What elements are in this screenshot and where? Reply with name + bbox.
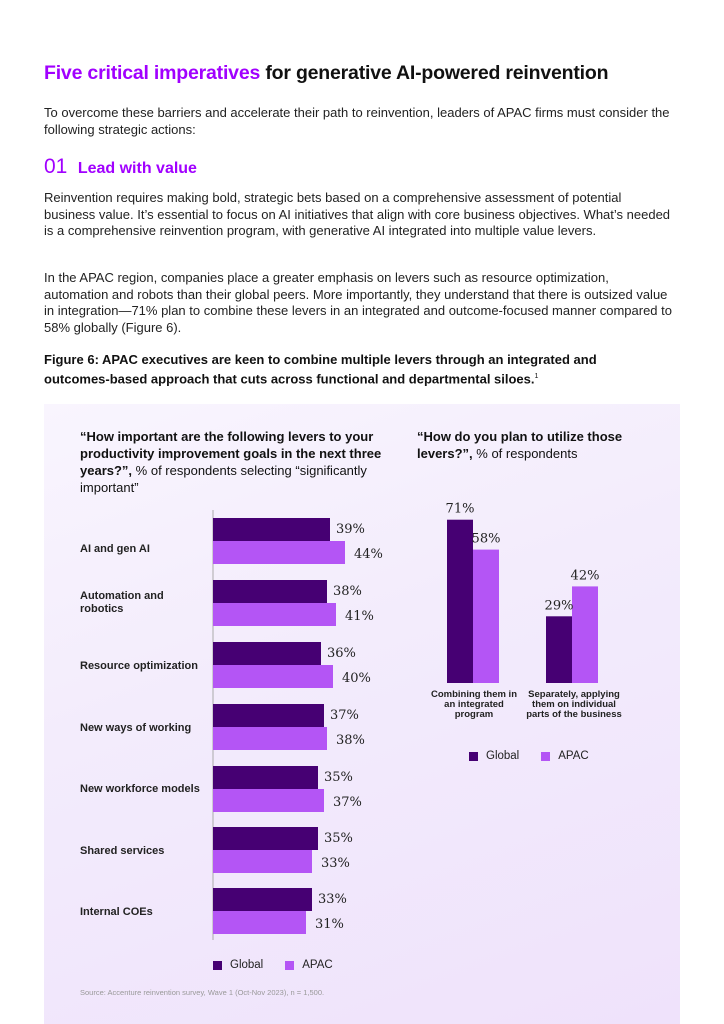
right-question-bold: “How do you plan to utilize those levers… [417, 429, 623, 461]
bar-apac [213, 541, 345, 564]
data-label-apac: 38% [336, 733, 365, 748]
bar-apac [572, 586, 598, 683]
data-label-apac: 37% [333, 795, 362, 810]
figure-caption: Figure 6: APAC executives are keen to co… [44, 351, 644, 387]
bar-global [213, 580, 327, 603]
legend-label-global: Global [486, 750, 520, 762]
bar-global [213, 827, 318, 850]
figure-caption-text: Figure 6: APAC executives are keen to co… [44, 352, 597, 387]
legend-swatch-apac [541, 751, 551, 761]
category-label: Internal COEs [80, 906, 153, 918]
category-label: AI and gen AI [80, 543, 150, 555]
figure-footnote: 1 [534, 373, 539, 380]
right-chart-question: “How do you plan to utilize those levers… [417, 428, 657, 462]
data-label-apac: 58% [472, 532, 501, 547]
left-chart-question: “How important are the following levers … [80, 428, 400, 496]
bar-global [213, 518, 330, 541]
section-number: 01 [44, 155, 68, 178]
legend-label-global: Global [230, 959, 264, 971]
legend-item-apac: APAC [285, 959, 333, 971]
left-question-rest: % of respondents selecting “significantl… [80, 463, 367, 495]
vertical-category-label: Separately, applying them on individual … [526, 689, 622, 720]
bar-global [213, 704, 324, 727]
category-label: New ways of working [80, 722, 192, 734]
category-label: Automation and robotics [80, 590, 164, 615]
bar-global [213, 888, 312, 911]
data-label-global: 29% [545, 598, 574, 613]
data-label-apac: 44% [354, 547, 383, 562]
data-label-global: 39% [336, 522, 365, 537]
category-label: New workforce models [80, 783, 200, 795]
bar-global [546, 616, 572, 683]
right-chart-legend: Global APAC [469, 750, 611, 762]
page-title-accent: Five critical imperatives [44, 62, 261, 84]
legend-item-apac: APAC [541, 750, 589, 762]
bar-apac [213, 850, 312, 873]
legend-label-apac: APAC [558, 750, 589, 762]
bar-global [447, 519, 473, 683]
bar-apac [213, 789, 324, 812]
left-question-bold: “How important are the following levers … [80, 429, 382, 478]
bar-global [213, 766, 318, 789]
section-title: Lead with value [77, 160, 197, 177]
category-label: Resource optimization [80, 660, 198, 672]
vertical-category-label: Combining them in an integrated program [430, 689, 518, 720]
bar-apac [213, 665, 333, 688]
data-label-apac: 40% [342, 671, 371, 686]
bar-apac [213, 911, 306, 934]
page-title-rest: for generative AI-powered reinvention [265, 62, 609, 84]
data-label-global: 35% [324, 831, 353, 846]
figure-panel [44, 404, 680, 1024]
data-label-apac: 42% [571, 568, 600, 583]
data-label-global: 36% [327, 646, 356, 661]
data-label-apac: 33% [321, 856, 350, 871]
data-label-global: 71% [446, 502, 475, 517]
section-heading: 01 Lead with value [44, 155, 197, 181]
page-title: Five critical imperatives for generative… [44, 62, 608, 85]
bar-global [213, 642, 321, 665]
data-label-global: 33% [318, 892, 347, 907]
legend-swatch-apac [285, 960, 295, 970]
body-paragraph-1: Reinvention requires making bold, strate… [44, 190, 671, 238]
bar-apac [473, 549, 499, 683]
data-label-apac: 31% [315, 917, 344, 932]
legend-item-global: Global [469, 750, 519, 762]
bar-apac [213, 727, 327, 750]
left-chart-legend: Global APAC [213, 959, 355, 971]
legend-label-apac: APAC [302, 959, 333, 971]
body-paragraph-2: In the APAC region, companies place a gr… [44, 270, 672, 335]
data-label-global: 35% [324, 770, 353, 785]
category-label: Shared services [80, 845, 165, 857]
data-label-global: 38% [333, 584, 362, 599]
data-label-apac: 41% [345, 609, 374, 624]
right-question-rest: % of respondents [476, 446, 578, 461]
bar-apac [213, 603, 336, 626]
legend-swatch-global [469, 751, 478, 761]
source-note: Source: Accenture reinvention survey, Wa… [80, 988, 325, 997]
intro-paragraph: To overcome these barriers and accelerat… [44, 105, 670, 137]
legend-swatch-global [213, 960, 222, 970]
data-label-global: 37% [330, 708, 359, 723]
legend-item-global: Global [213, 959, 263, 971]
